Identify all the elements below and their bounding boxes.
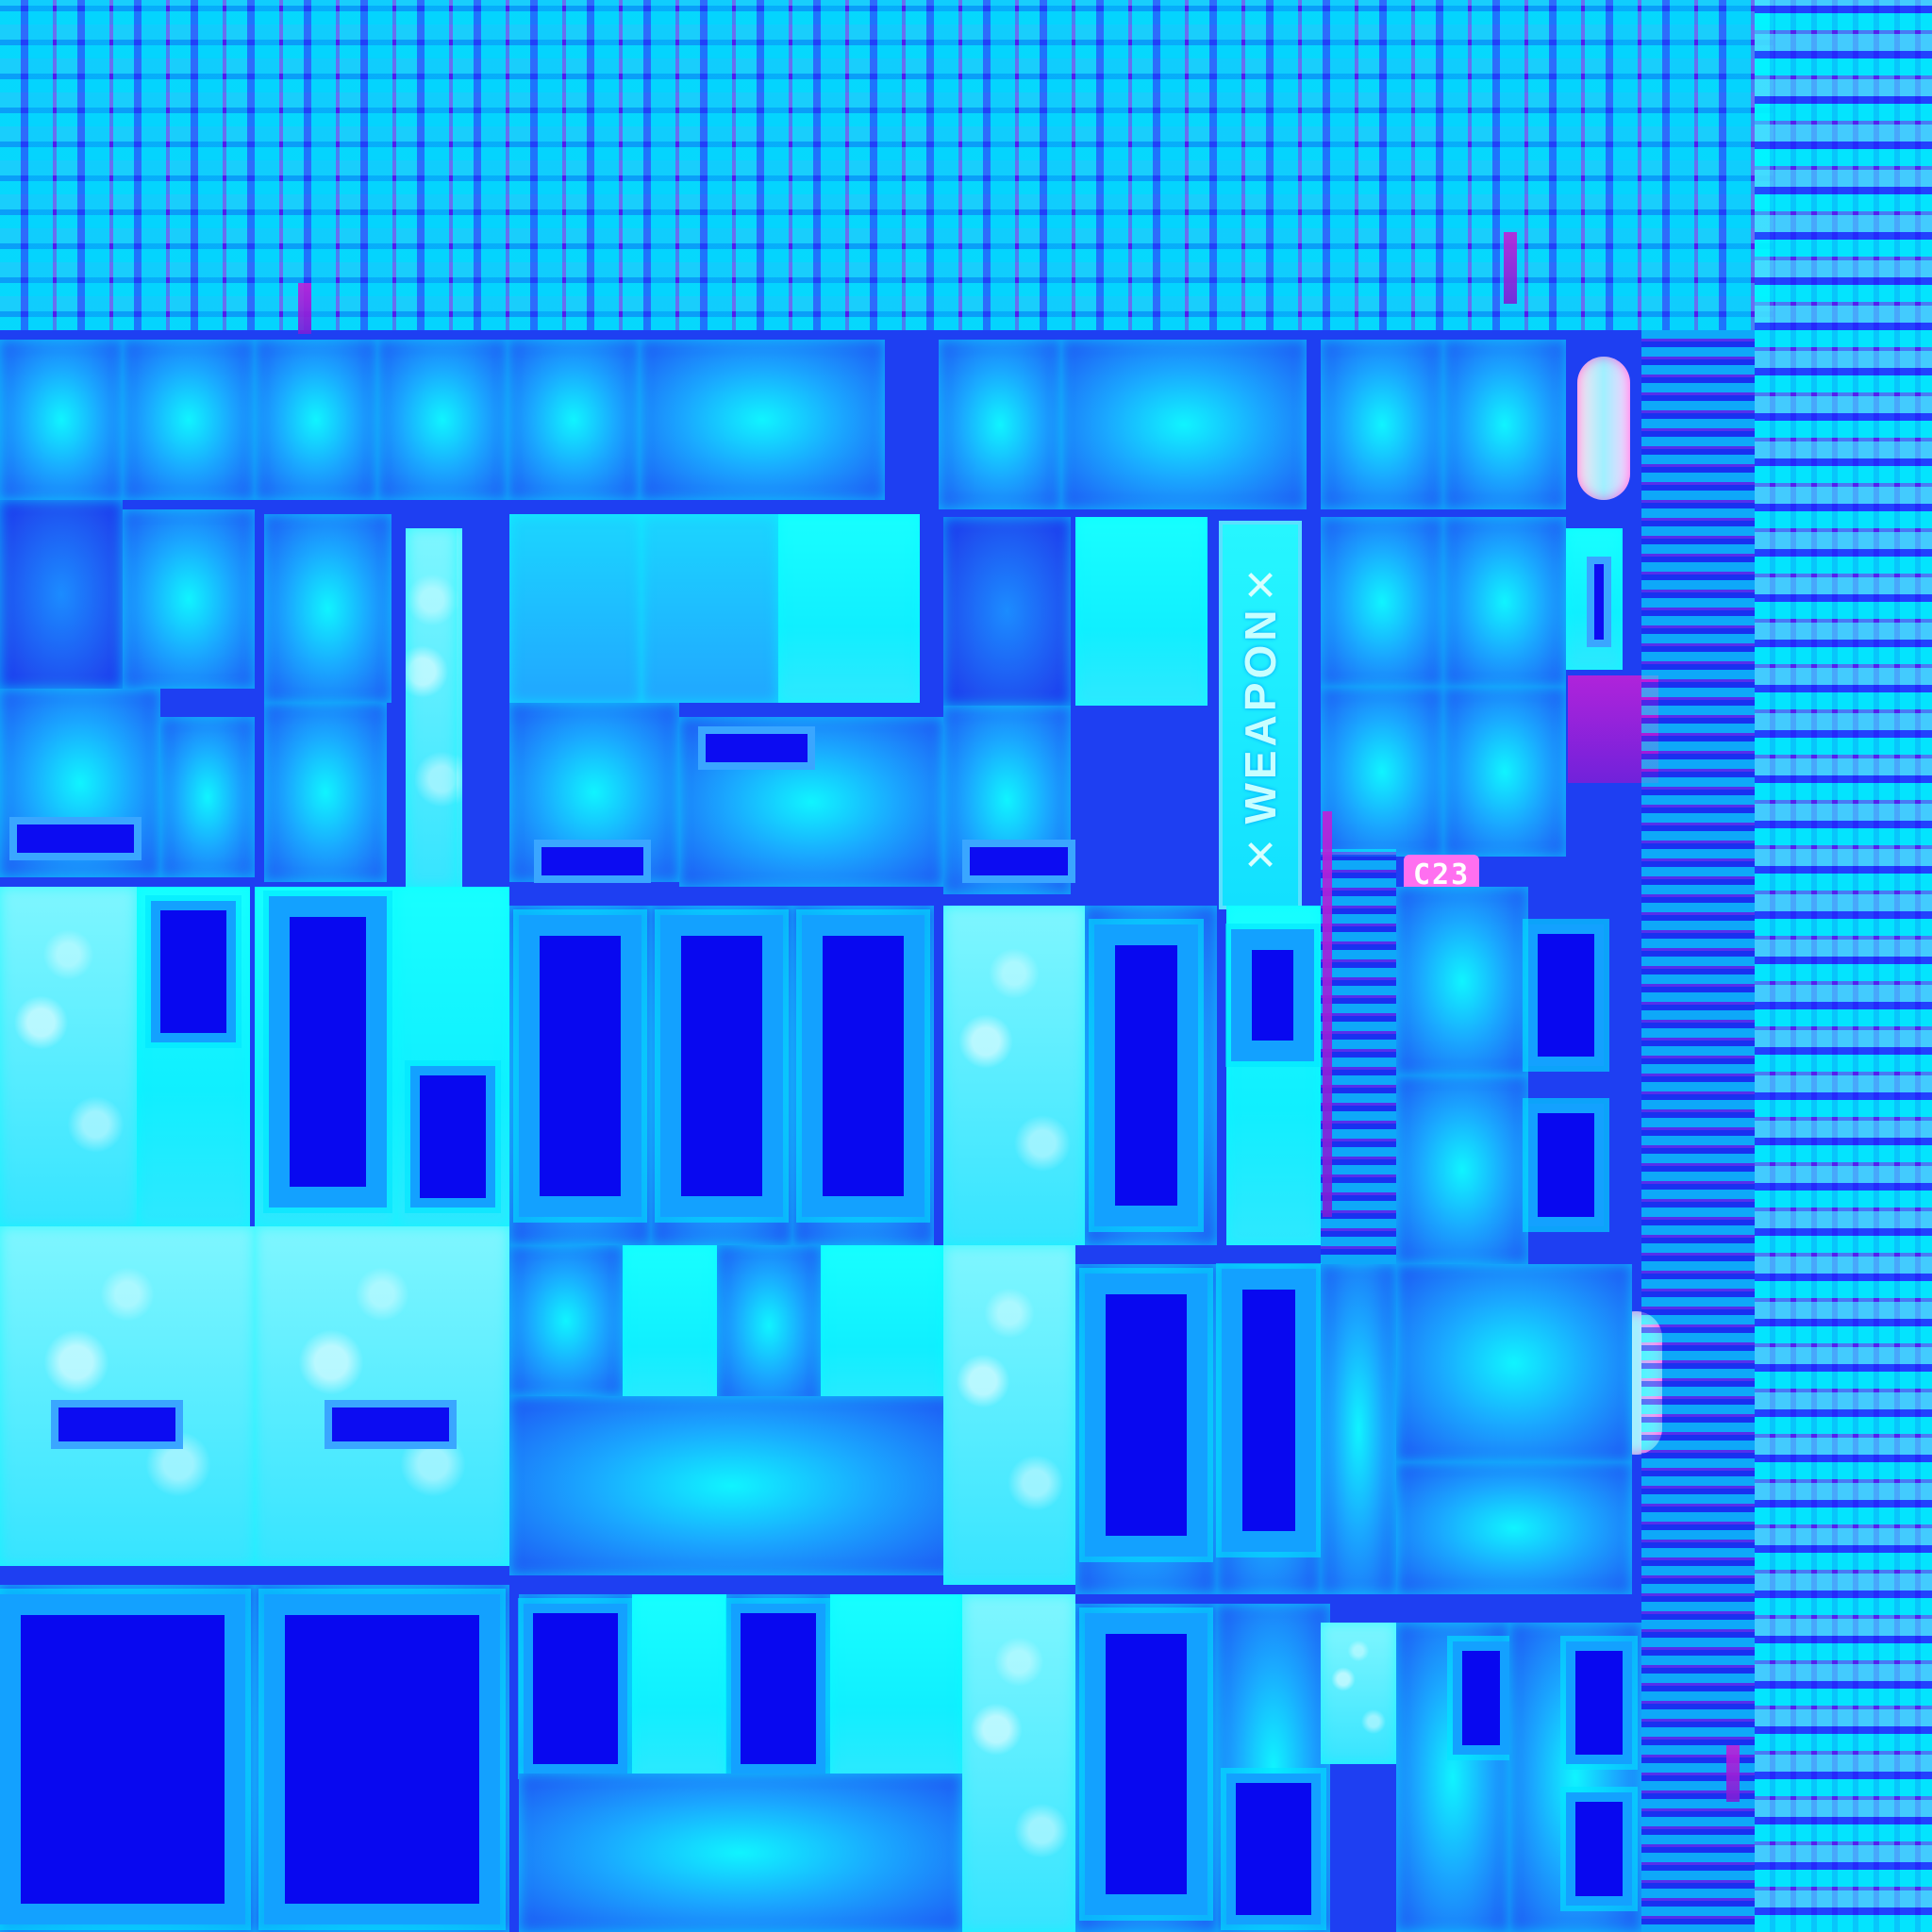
panel — [939, 340, 1061, 509]
panel — [264, 514, 391, 703]
frame-hole — [410, 1066, 495, 1208]
panel — [0, 1226, 255, 1566]
panel — [821, 1245, 943, 1415]
panel — [509, 1245, 623, 1396]
frame-hole — [1528, 1104, 1604, 1226]
magenta-accent — [1726, 1745, 1740, 1802]
panel — [1321, 340, 1443, 509]
frame-hole — [1222, 1269, 1316, 1552]
magenta-accent — [1504, 232, 1517, 304]
panel — [830, 1594, 962, 1783]
slot — [698, 726, 815, 770]
frame-hole — [1226, 1774, 1321, 1924]
panel — [519, 1774, 962, 1932]
panel — [377, 340, 508, 500]
panel — [264, 703, 387, 882]
frame-hole — [269, 896, 387, 1208]
panel — [509, 514, 641, 703]
frame-hole — [1085, 1274, 1208, 1557]
frame-hole — [660, 915, 783, 1217]
panel — [1321, 517, 1443, 687]
panel — [1075, 517, 1208, 706]
panel — [1396, 1264, 1632, 1462]
x-mark-icon: ✕ — [1242, 562, 1278, 610]
slot — [51, 1400, 183, 1449]
frame-hole — [1085, 1613, 1208, 1915]
panel — [632, 1594, 726, 1783]
frame-hole — [519, 915, 641, 1217]
frame-hole — [151, 901, 236, 1042]
slot — [962, 840, 1075, 883]
panel — [255, 340, 377, 500]
panel — [943, 517, 1071, 706]
frame-hole — [731, 1604, 825, 1774]
panel — [943, 906, 1085, 1245]
panel — [0, 887, 137, 1226]
capsule-decal — [1577, 357, 1630, 500]
slot — [9, 817, 142, 860]
panel — [255, 1226, 509, 1566]
frame-hole — [0, 1594, 245, 1924]
panel — [717, 1245, 821, 1406]
panel — [1321, 1623, 1396, 1764]
panel — [640, 340, 885, 500]
frame-hole — [1566, 1641, 1632, 1764]
panel — [1396, 887, 1528, 1075]
weapon-label: WEAPON — [1236, 606, 1285, 824]
frame-hole — [1094, 924, 1198, 1226]
panel — [508, 340, 640, 500]
right-tile-strip — [1755, 0, 1932, 1932]
weapon-label-panel: ✕ WEAPON ✕ — [1219, 521, 1302, 909]
panel — [1321, 1264, 1396, 1594]
slot — [1587, 557, 1611, 647]
frame-hole — [1453, 1641, 1509, 1755]
panel — [160, 717, 255, 877]
panel — [641, 514, 778, 703]
panel — [408, 528, 457, 887]
panel — [1061, 340, 1307, 509]
frame-hole — [264, 1594, 500, 1924]
panel — [962, 1594, 1075, 1932]
frame-hole — [1566, 1792, 1632, 1906]
panel — [1443, 687, 1566, 857]
slot — [534, 840, 651, 883]
slot — [325, 1400, 457, 1449]
frame-hole — [1231, 929, 1314, 1061]
panel — [0, 500, 123, 689]
frame-hole — [524, 1604, 627, 1774]
panel — [943, 1245, 1075, 1585]
panel — [623, 1245, 717, 1415]
panel — [1443, 517, 1566, 687]
magenta-accent — [1323, 811, 1332, 1217]
magenta-accent — [298, 283, 311, 334]
panel — [0, 340, 123, 500]
panel — [123, 340, 255, 500]
top-tile-strip — [0, 0, 1774, 330]
frame-hole — [802, 915, 924, 1217]
panel — [1321, 687, 1443, 857]
x-mark-icon: ✕ — [1242, 832, 1278, 880]
column-strip — [1321, 849, 1396, 1264]
frame-hole — [1528, 924, 1604, 1066]
panel — [509, 1396, 953, 1575]
column-strip — [1641, 330, 1755, 1932]
panel — [1396, 1462, 1632, 1594]
panel — [123, 509, 255, 689]
panel — [1443, 340, 1566, 509]
panel — [778, 514, 920, 703]
panel — [1396, 1075, 1528, 1264]
